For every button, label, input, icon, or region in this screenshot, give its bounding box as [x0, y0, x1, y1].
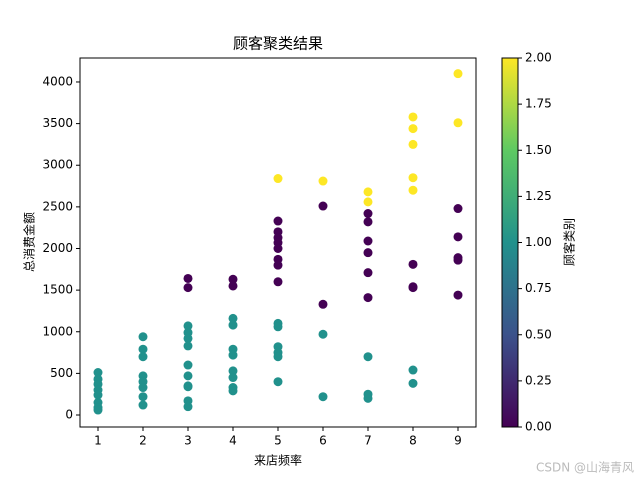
- x-tick-label: 9: [454, 434, 462, 448]
- y-tick-label: 2500: [42, 199, 73, 213]
- point: [318, 176, 328, 186]
- y-tick-label: 1500: [42, 283, 73, 297]
- y-tick-label: 4000: [42, 74, 73, 88]
- x-tick-label: 5: [274, 434, 282, 448]
- point: [408, 112, 418, 122]
- point: [408, 173, 418, 183]
- point: [183, 382, 193, 392]
- point: [408, 124, 418, 134]
- point: [363, 197, 373, 207]
- point: [453, 232, 463, 242]
- point: [363, 352, 373, 362]
- point: [93, 368, 103, 378]
- point: [228, 274, 238, 284]
- point: [183, 283, 193, 293]
- chart-title: 顾客聚类结果: [233, 35, 323, 53]
- point: [318, 201, 328, 211]
- point: [138, 392, 148, 402]
- colorbar-tick-label: 1.75: [525, 97, 552, 111]
- point: [138, 332, 148, 342]
- point: [363, 293, 373, 303]
- point: [228, 350, 238, 360]
- colorbar-tick-label: 0.75: [525, 281, 552, 295]
- point: [183, 360, 193, 370]
- point: [183, 371, 193, 381]
- y-tick-label: 500: [50, 366, 73, 380]
- point: [273, 377, 283, 387]
- point: [273, 174, 283, 184]
- point: [453, 290, 463, 300]
- point: [228, 313, 238, 323]
- point: [138, 400, 148, 410]
- watermark: CSDN @山海青风: [536, 460, 634, 475]
- point: [363, 209, 373, 219]
- point: [318, 299, 328, 309]
- point: [228, 281, 238, 291]
- point: [273, 260, 283, 270]
- colorbar-tick-label: 1.25: [525, 189, 552, 203]
- y-tick-label: 2000: [42, 241, 73, 255]
- point: [453, 118, 463, 128]
- point: [183, 321, 193, 331]
- x-tick-label: 6: [319, 434, 327, 448]
- point: [453, 204, 463, 214]
- point: [363, 217, 373, 227]
- colorbar-tick-label: 0.00: [525, 420, 552, 434]
- point: [138, 352, 148, 362]
- colorbar: [501, 57, 519, 428]
- point: [363, 248, 373, 258]
- point: [408, 259, 418, 269]
- point: [138, 383, 148, 393]
- point: [408, 283, 418, 293]
- point: [453, 255, 463, 265]
- point: [408, 139, 418, 149]
- point: [273, 322, 283, 332]
- point: [183, 341, 193, 351]
- point: [363, 236, 373, 246]
- point: [273, 352, 283, 362]
- x-tick-label: 8: [409, 434, 417, 448]
- point: [318, 329, 328, 339]
- colorbar-tick-label: 1.00: [525, 235, 552, 249]
- point: [363, 393, 373, 403]
- point: [183, 333, 193, 343]
- colorbar-tick-label: 1.50: [525, 143, 552, 157]
- colorbar-label: 顾客类别: [562, 218, 577, 266]
- point: [93, 405, 103, 415]
- point: [183, 273, 193, 283]
- point: [93, 390, 103, 400]
- x-axis-label: 来店频率: [254, 453, 302, 468]
- x-tick-label: 2: [139, 434, 147, 448]
- x-tick-label: 3: [184, 434, 192, 448]
- colorbar-tick-label: 2.00: [525, 51, 552, 65]
- point: [453, 69, 463, 79]
- point: [138, 344, 148, 354]
- y-axis-label: 总消费金额: [22, 212, 37, 272]
- point: [228, 366, 238, 376]
- point: [273, 243, 283, 253]
- point: [273, 216, 283, 226]
- point: [363, 187, 373, 197]
- y-tick-label: 3500: [42, 116, 73, 130]
- x-tick-label: 4: [229, 434, 237, 448]
- y-tick-label: 0: [65, 408, 73, 422]
- point: [318, 392, 328, 402]
- point: [228, 386, 238, 396]
- point: [273, 277, 283, 287]
- point: [363, 268, 373, 278]
- colorbar-tick-label: 0.50: [525, 327, 552, 341]
- point: [228, 320, 238, 330]
- point: [228, 373, 238, 383]
- point: [408, 185, 418, 195]
- x-tick-label: 7: [364, 434, 372, 448]
- colorbar-tick-label: 0.25: [525, 373, 552, 387]
- point: [408, 378, 418, 388]
- y-tick-label: 1000: [42, 324, 73, 338]
- point: [183, 402, 193, 412]
- point: [408, 365, 418, 375]
- y-tick-label: 3000: [42, 158, 73, 172]
- x-tick-label: 1: [94, 434, 102, 448]
